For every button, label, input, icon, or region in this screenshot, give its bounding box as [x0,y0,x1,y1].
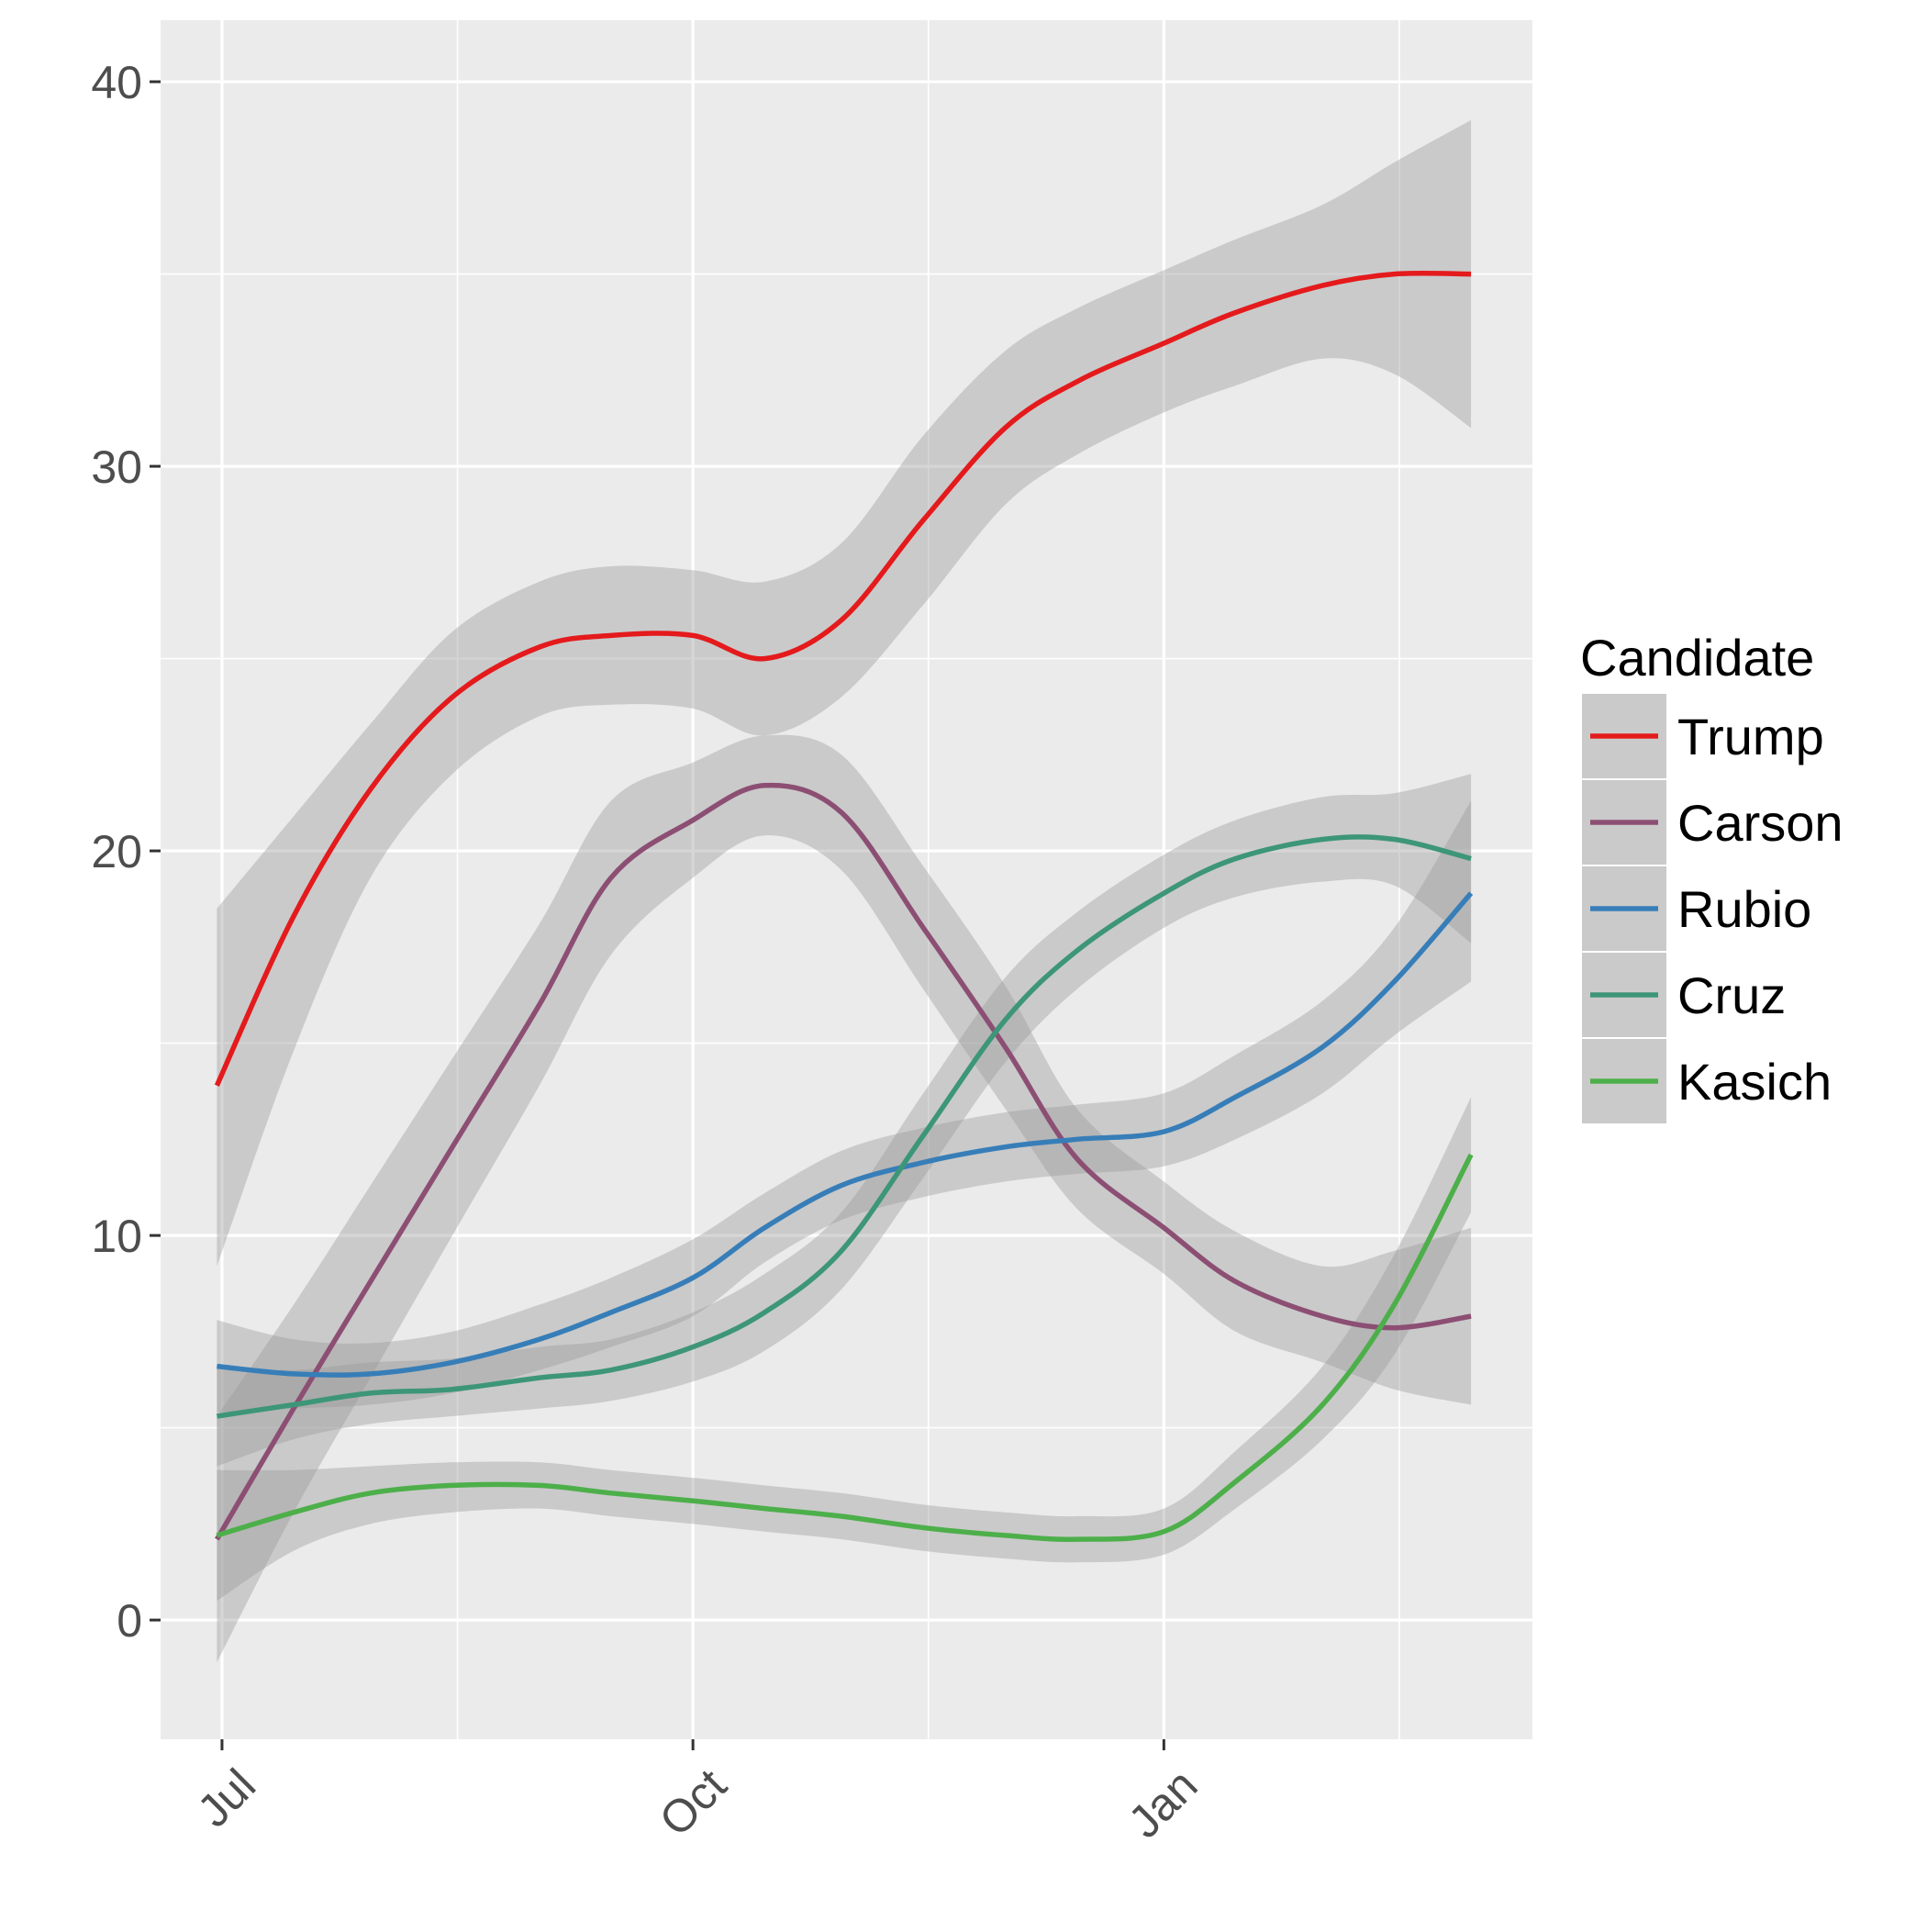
trump-line [214,270,1472,1087]
x-tick-label: Jan [1119,1759,1208,1848]
legend-label-cruz: Cruz [1677,966,1786,1024]
legend-title: Candidate [1580,629,1814,687]
x-tick-label: Jul [187,1759,265,1837]
kasich-line [216,1153,1474,1542]
kasich-confidence-band [217,1097,1472,1602]
legend-label-carson: Carson [1677,794,1843,852]
series-lines [214,270,1474,1542]
y-tick-label: 20 [91,826,142,877]
carson-confidence-band [217,734,1472,1663]
rubio-line [217,891,1474,1378]
plot-panel [161,20,1532,1739]
legend: Candidate Trump Carson Rubio Cruz Kasich [1580,629,1843,1123]
y-tick-label: 0 [117,1595,142,1647]
legend-label-trump: Trump [1677,708,1824,765]
cruz-line [216,834,1472,1419]
legend-label-rubio: Rubio [1677,880,1811,938]
legend-label-kasich: Kasich [1677,1053,1832,1111]
grid-layer [161,20,1532,1739]
x-tick-label: Oct [650,1759,737,1847]
carson-line [215,782,1472,1541]
y-tick-label: 30 [91,441,142,493]
y-tick-label: 40 [91,57,142,108]
y-tick-label: 10 [91,1211,142,1262]
trump-confidence-band [217,119,1472,1267]
